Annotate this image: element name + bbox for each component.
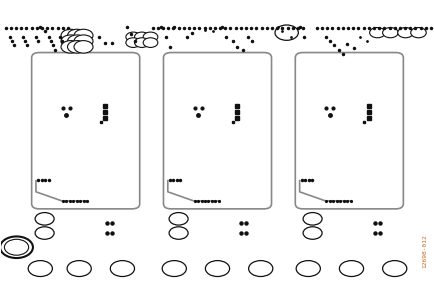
Circle shape bbox=[35, 227, 54, 239]
FancyBboxPatch shape bbox=[295, 53, 402, 209]
Circle shape bbox=[274, 25, 298, 40]
Circle shape bbox=[74, 29, 93, 42]
Circle shape bbox=[339, 261, 363, 276]
Circle shape bbox=[67, 41, 86, 53]
Circle shape bbox=[369, 28, 385, 38]
Circle shape bbox=[61, 35, 80, 47]
Circle shape bbox=[162, 261, 186, 276]
Circle shape bbox=[205, 261, 229, 276]
Circle shape bbox=[35, 213, 54, 225]
Circle shape bbox=[74, 41, 93, 53]
Circle shape bbox=[74, 35, 93, 47]
Circle shape bbox=[67, 35, 86, 47]
Circle shape bbox=[397, 28, 412, 38]
Circle shape bbox=[248, 261, 272, 276]
Circle shape bbox=[302, 213, 321, 225]
Circle shape bbox=[67, 29, 86, 42]
Circle shape bbox=[125, 32, 140, 42]
FancyBboxPatch shape bbox=[163, 53, 271, 209]
Circle shape bbox=[134, 32, 149, 42]
Circle shape bbox=[61, 29, 80, 42]
Circle shape bbox=[4, 239, 29, 255]
Circle shape bbox=[67, 261, 91, 276]
Circle shape bbox=[169, 213, 187, 225]
Circle shape bbox=[302, 227, 321, 239]
Circle shape bbox=[110, 261, 134, 276]
Circle shape bbox=[382, 28, 397, 38]
Circle shape bbox=[125, 38, 140, 47]
Circle shape bbox=[410, 28, 425, 38]
Circle shape bbox=[0, 236, 33, 258]
Text: 12698-012: 12698-012 bbox=[421, 235, 426, 268]
Circle shape bbox=[382, 261, 406, 276]
Circle shape bbox=[61, 41, 80, 53]
Circle shape bbox=[143, 32, 158, 42]
Circle shape bbox=[134, 38, 149, 47]
Circle shape bbox=[143, 38, 158, 47]
FancyBboxPatch shape bbox=[32, 53, 139, 209]
Circle shape bbox=[169, 227, 187, 239]
Circle shape bbox=[28, 261, 52, 276]
Circle shape bbox=[296, 261, 319, 276]
